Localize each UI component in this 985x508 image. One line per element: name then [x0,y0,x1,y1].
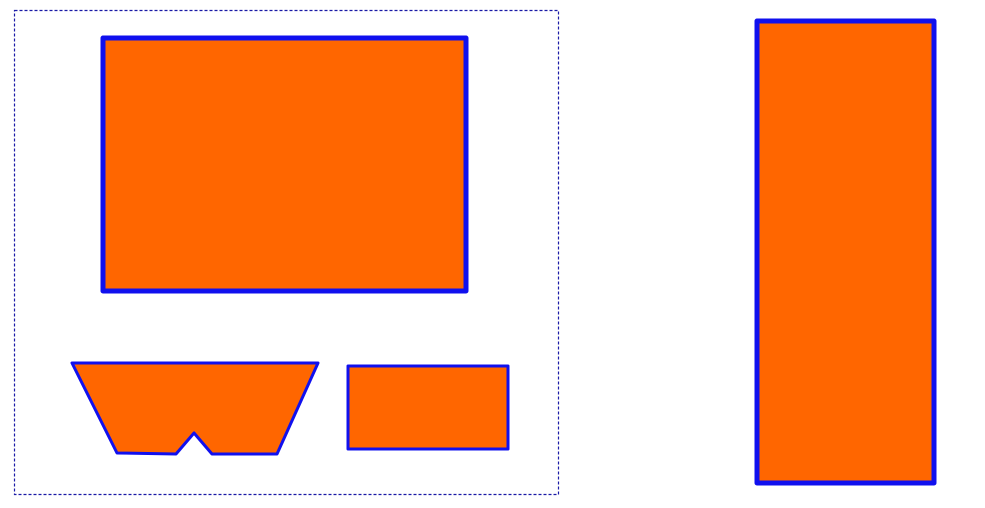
notched-trapezoid[interactable] [70,361,320,456]
small-rectangle[interactable] [346,364,510,451]
large-rectangle[interactable] [100,35,469,294]
selection-frame[interactable] [13,9,560,496]
tall-rectangle[interactable] [754,18,937,486]
